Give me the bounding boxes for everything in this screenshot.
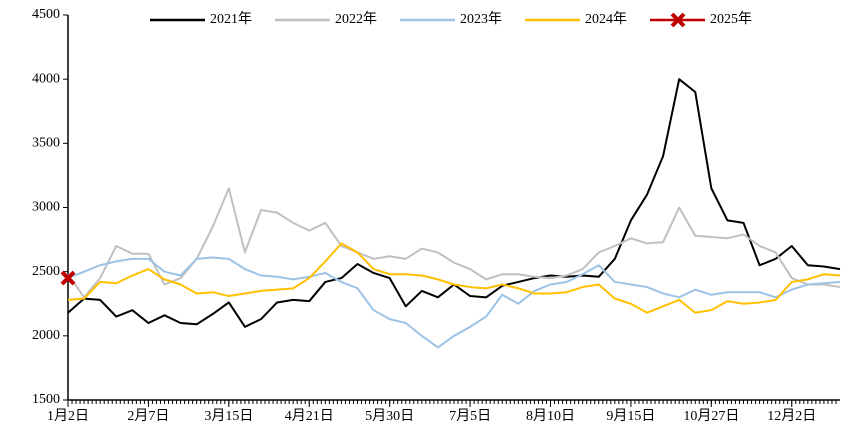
y-tick-label: 4500	[32, 7, 60, 22]
series-line	[67, 187, 841, 299]
legend-marker	[670, 12, 686, 28]
series-line	[67, 78, 841, 328]
legend-label: 2025年	[710, 11, 752, 27]
y-tick-label: 3000	[32, 200, 60, 215]
x-tick-label: 3月15日	[204, 408, 253, 424]
y-tick-label: 4000	[32, 71, 60, 86]
x-tick-label: 10月27日	[683, 408, 739, 424]
y-tick-label: 2000	[32, 328, 60, 343]
legend-label: 2023年	[460, 11, 502, 27]
x-tick-label: 12月2日	[767, 408, 816, 424]
legend-label: 2021年	[210, 11, 252, 27]
legend-label: 2024年	[585, 11, 627, 27]
legend-label: 2022年	[335, 11, 377, 27]
x-tick-label: 1月2日	[47, 408, 89, 424]
y-tick-label: 3500	[32, 136, 60, 151]
x-tick-label: 2月7日	[127, 408, 169, 424]
x-tick-label: 4月21日	[285, 408, 334, 424]
x-tick-label: 9月15日	[606, 408, 655, 424]
x-tick-label: 8月10日	[526, 408, 575, 424]
series-marker	[60, 270, 76, 286]
x-tick-label: 5月30日	[365, 408, 414, 424]
y-tick-label: 2500	[32, 264, 60, 279]
series-line	[67, 242, 841, 314]
series-line	[67, 256, 841, 349]
y-tick-label: 1500	[32, 392, 60, 407]
x-tick-label: 7月5日	[449, 408, 491, 424]
